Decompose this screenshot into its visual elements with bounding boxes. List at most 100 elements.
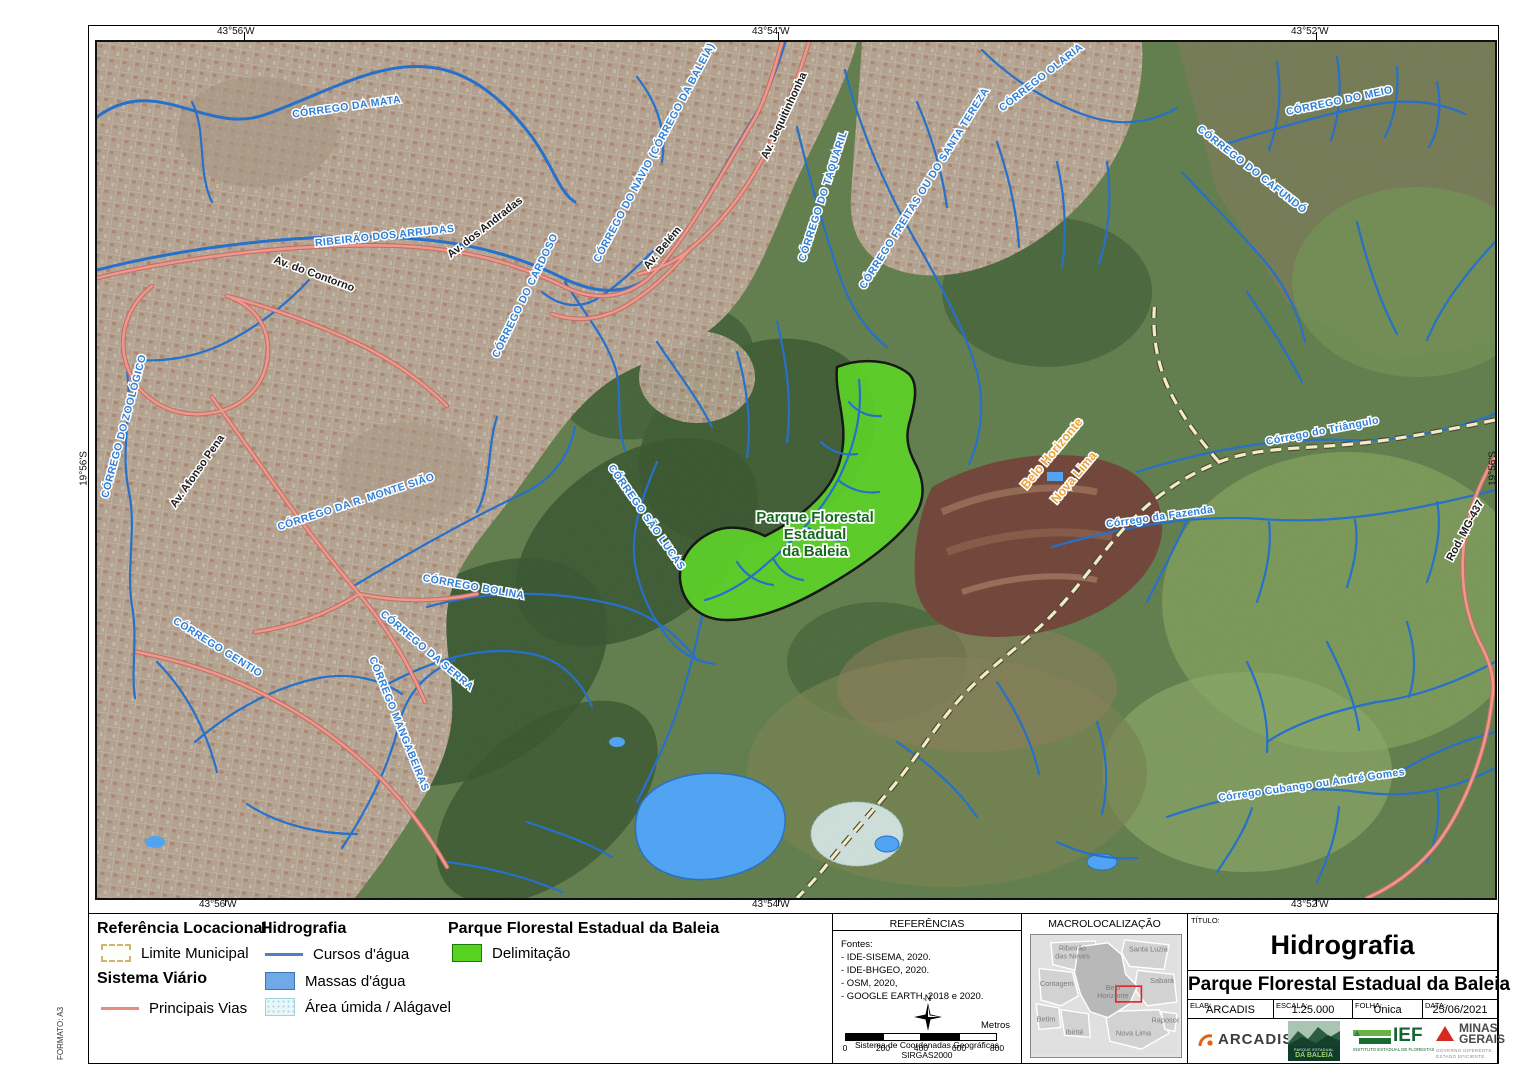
coord-label: 43°56'W bbox=[199, 899, 237, 910]
park-delimitation-swatch bbox=[452, 944, 482, 962]
scalebar-segment bbox=[921, 1033, 959, 1041]
graticule-tick bbox=[1316, 32, 1317, 40]
neighbor-municipalities bbox=[1035, 939, 1178, 1050]
field-label: ELAB: bbox=[1190, 1001, 1212, 1010]
map-subtitle: Parque Florestal Estadual da Baleia bbox=[1188, 974, 1511, 995]
baleia-logo-line2: DA BALEIA bbox=[1295, 1052, 1333, 1059]
macrolocation-title: MACROLOCALIZAÇÃO bbox=[1048, 918, 1161, 930]
field-value: 1:25.000 bbox=[1291, 1004, 1335, 1016]
baleia-logo-line1: PARQUE ESTADUAL bbox=[1294, 1048, 1334, 1052]
legend-item-label: Delimitação bbox=[492, 944, 571, 962]
scalebar-segment bbox=[883, 1033, 921, 1041]
references-panel: REFERÊNCIAS Fontes: - IDE-SISEMA, 2020. … bbox=[832, 913, 1022, 1064]
watercourse-swatch bbox=[265, 953, 303, 956]
texture-overlay bbox=[97, 42, 1495, 898]
field-label: ESCALA: bbox=[1276, 1001, 1308, 1010]
ief-subtitle: INSTITUTO ESTADUAL DE FLORESTAS bbox=[1353, 1047, 1435, 1052]
arcadis-icon bbox=[1198, 1033, 1213, 1046]
coord-label: 43°54'W bbox=[752, 899, 790, 910]
waterbody-swatch bbox=[265, 972, 295, 990]
map-sheet: CÓRREGO DA MATA RIBEIRÃO DOS ARRUDAS Av. d… bbox=[79, 25, 1511, 1064]
municipality-label: Nova Lima bbox=[1116, 1028, 1152, 1037]
wetland-swatch bbox=[265, 998, 295, 1016]
field-value: ARCADIS bbox=[1206, 1004, 1255, 1016]
municipality-label: Raposos bbox=[1151, 1016, 1179, 1025]
legend-item-label: Cursos d'água bbox=[313, 946, 410, 963]
map-label: Parque Florestal Estadual da Baleia bbox=[756, 509, 874, 560]
mg-wordmark-line1: MINAS bbox=[1459, 1021, 1498, 1035]
graticule-tick bbox=[225, 898, 226, 906]
source-item: - IDE-BHGEO, 2020. bbox=[841, 965, 930, 976]
legend-item-label: Massas d'água bbox=[305, 972, 406, 990]
graticule-tick bbox=[778, 32, 779, 40]
baleia-mountains-icon bbox=[1288, 1021, 1340, 1047]
legend-item-label: Limite Municipal bbox=[141, 944, 249, 962]
legend-section-title: Referência Locacional bbox=[97, 920, 267, 937]
macrolocation-panel: MACROLOCALIZAÇÃO Ribeirão das Neves Santa … bbox=[1021, 913, 1188, 1064]
map-canvas: CÓRREGO DA MATA RIBEIRÃO DOS ARRUDAS Av. d… bbox=[95, 40, 1497, 900]
study-area-rectangle bbox=[1115, 985, 1143, 1003]
mg-wordmark-line2: GERAIS bbox=[1459, 1032, 1506, 1046]
legend-item-label: Área úmida / Alágavel bbox=[305, 998, 451, 1016]
field-label: FOLHA: bbox=[1355, 1001, 1383, 1010]
scalebar-segment bbox=[845, 1033, 883, 1041]
ief-wordmark: IEF bbox=[1393, 1025, 1423, 1046]
municipality-label: Ribeirão das Neves bbox=[1055, 944, 1090, 961]
mg-slogan-line2: ESTADO EFICIENTE. bbox=[1436, 1053, 1487, 1059]
scale-tick: 600 bbox=[951, 1043, 967, 1053]
municipality-label: Belo Horizonte bbox=[1097, 983, 1129, 1000]
coord-label: 19°56'S bbox=[78, 451, 90, 486]
scale-tick: 400 bbox=[913, 1043, 929, 1053]
coord-label: 43°56'W bbox=[217, 26, 255, 37]
legend-section-title: Parque Florestal Estadual da Baleia bbox=[448, 920, 720, 937]
parque-baleia-logo: PARQUE ESTADUAL DA BALEIA bbox=[1288, 1021, 1340, 1061]
minimap-labels: Ribeirão das Neves Santa Luzia Contagem Belo… bbox=[1037, 944, 1181, 1038]
references-title: REFERÊNCIAS bbox=[889, 918, 965, 930]
field-value: Única bbox=[1373, 1004, 1402, 1016]
mg-triangle-icon bbox=[1436, 1026, 1454, 1041]
coord-label: 43°54'W bbox=[752, 26, 790, 37]
arcadis-logo: ARCADIS bbox=[1198, 1031, 1293, 1048]
scale-tick: 800 bbox=[989, 1043, 1005, 1053]
legend-section-title: Sistema Viário bbox=[97, 970, 207, 987]
scale-tick: 200 bbox=[875, 1043, 891, 1053]
source-item: - IDE-SISEMA, 2020. bbox=[841, 952, 931, 963]
coord-label: 43°52'W bbox=[1291, 899, 1329, 910]
field-value: 25/06/2021 bbox=[1432, 1004, 1488, 1016]
main-roads-swatch bbox=[101, 1007, 139, 1010]
source-item: - OSM, 2020, bbox=[841, 978, 898, 989]
ief-bars-icon bbox=[1353, 1030, 1391, 1044]
graticule-tick bbox=[244, 32, 245, 40]
mg-slogan-line1: GOVERNO DIFERENTE. bbox=[1436, 1048, 1494, 1053]
municipality-label: Betim bbox=[1037, 1015, 1056, 1024]
coord-label: 43°52'W bbox=[1291, 26, 1329, 37]
map-title: Hidrografia bbox=[1270, 930, 1415, 960]
legend-panel: Referência Locacional Limite Municipal S… bbox=[88, 913, 833, 1064]
municipality-label: Sabará bbox=[1150, 976, 1175, 985]
belo-horizonte-polygon bbox=[1073, 942, 1139, 1019]
source-item: - GOOGLE EARTH, 2018 e 2020. bbox=[841, 991, 984, 1002]
arcadis-wordmark: ARCADIS bbox=[1218, 1031, 1294, 1048]
scale-tick: 0 bbox=[842, 1043, 848, 1053]
field-label: DATA: bbox=[1425, 1001, 1446, 1010]
municipality-label: Contagem bbox=[1040, 979, 1074, 988]
legend-item-label: Principais Vias bbox=[149, 1000, 248, 1017]
macrolocation-minimap: Ribeirão das Neves Santa Luzia Contagem Belo… bbox=[1030, 934, 1182, 1058]
municipal-limit-swatch bbox=[101, 944, 131, 962]
scalebar-segment bbox=[959, 1033, 997, 1041]
municipality-label: Santa Luzia bbox=[1129, 945, 1169, 954]
graticule-tick bbox=[778, 898, 779, 906]
north-label: N bbox=[925, 993, 932, 1003]
north-arrow-icon: N bbox=[914, 993, 942, 1031]
crs-note: Sistema de Coordenadas Geográficas SIRGA… bbox=[854, 1040, 1000, 1060]
coord-label: 19°56'S bbox=[1487, 451, 1499, 486]
scale-unit: Metros bbox=[981, 1020, 1011, 1031]
format-label: FORMATO: A3 bbox=[56, 1006, 65, 1060]
title-block: TÍTULO: Hidrografia Parque Florestal Est… bbox=[1187, 913, 1511, 1064]
graticule-tick bbox=[1316, 898, 1317, 906]
fontes-label: Fontes: bbox=[841, 939, 873, 950]
legend-section-title: Hidrografia bbox=[261, 920, 347, 937]
municipality-label: Ibirité bbox=[1066, 1027, 1084, 1036]
titulo-label: TÍTULO: bbox=[1191, 916, 1220, 925]
